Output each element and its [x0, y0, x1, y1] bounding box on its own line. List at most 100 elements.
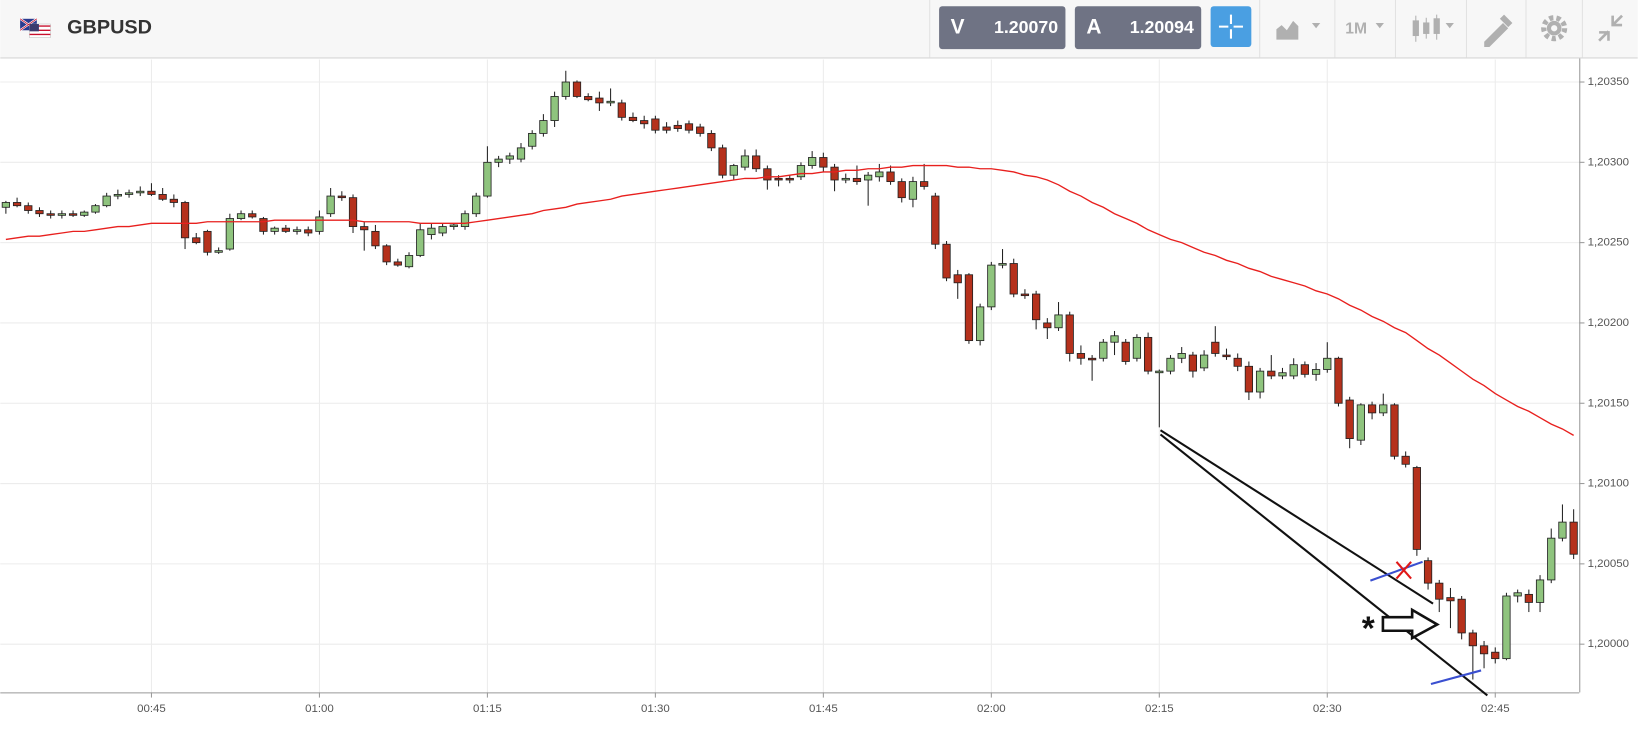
candle-body	[203, 230, 212, 253]
candle-body	[1076, 353, 1086, 359]
candle-body	[1, 202, 10, 208]
candle-body	[752, 155, 761, 170]
candle-body	[920, 181, 929, 187]
candle-body	[404, 255, 414, 268]
candle-body	[326, 195, 335, 215]
y-tick-label: 1,20250	[1588, 237, 1629, 249]
x-tick-label: 01:00	[305, 703, 334, 715]
candle-body	[953, 274, 962, 284]
candle-body	[57, 213, 66, 216]
candle-body	[550, 96, 559, 121]
candle-body	[1244, 365, 1254, 393]
candle-body	[1569, 521, 1578, 555]
candle-body	[572, 81, 582, 97]
y-tick-label: 1,20000	[1588, 638, 1629, 650]
candle-body	[12, 202, 22, 207]
candle-body	[729, 165, 738, 176]
settings-button[interactable]	[1541, 15, 1568, 42]
chart-type-button[interactable]	[1276, 20, 1321, 40]
candle-body	[214, 250, 223, 253]
bid-button[interactable]	[939, 6, 1066, 50]
candle-body	[382, 245, 391, 263]
y-tick-label: 1,20100	[1588, 478, 1629, 490]
candle-body	[1401, 455, 1410, 465]
candle-body	[259, 218, 268, 232]
candle-body	[337, 195, 346, 199]
candle-style-button[interactable]	[1412, 14, 1454, 42]
candle-body	[416, 229, 425, 256]
bid-price: 1.20070	[994, 17, 1058, 37]
candle-body	[281, 227, 290, 232]
candle-body	[1323, 357, 1332, 370]
candle-body	[158, 194, 167, 200]
candle-body	[718, 147, 727, 176]
candle-body	[438, 226, 447, 234]
candle-body	[136, 190, 145, 194]
candle-body	[796, 165, 806, 178]
flag	[19, 17, 51, 38]
candle-body	[852, 177, 862, 183]
timeframe-arrow	[1375, 22, 1384, 29]
candle-body	[1065, 314, 1074, 354]
candle-body	[102, 195, 111, 207]
candle-body	[606, 100, 615, 104]
candle-body	[1300, 364, 1309, 375]
candle-body	[1020, 293, 1030, 297]
candle-body	[427, 227, 436, 236]
candle-body	[248, 213, 257, 218]
candle-body	[1289, 364, 1298, 377]
x-tick-label: 02:45	[1481, 703, 1510, 715]
timeframe[interactable]: 1M	[1345, 20, 1367, 37]
candle-body	[292, 229, 302, 232]
candle-body	[1457, 598, 1466, 634]
y-tick-label: 1,20350	[1588, 76, 1629, 88]
candle-body	[1166, 357, 1175, 372]
candle-body	[707, 132, 716, 149]
candle-body	[1278, 372, 1287, 377]
ask-label: A	[1086, 16, 1101, 39]
candle-body	[91, 205, 100, 213]
candle-body	[931, 195, 940, 245]
candle-body	[651, 118, 660, 131]
candle-body	[505, 155, 514, 160]
x-tick-label: 02:30	[1313, 703, 1342, 715]
candle-body	[35, 210, 44, 215]
candle-body	[124, 192, 134, 195]
candle-body	[1513, 592, 1522, 597]
candle-body	[1255, 370, 1265, 393]
ask-button[interactable]	[1074, 6, 1202, 50]
x-tick-label: 02:15	[1145, 703, 1174, 715]
candle-body	[1423, 560, 1433, 584]
candle-body	[1032, 293, 1041, 321]
candle-body	[662, 126, 671, 131]
candle-body	[875, 171, 884, 178]
candle-body	[516, 147, 526, 160]
candle-body	[192, 237, 201, 244]
y-tick-label: 1,20200	[1588, 317, 1629, 329]
x-tick-label: 00:45	[137, 703, 166, 715]
x-tick-label: 01:15	[473, 703, 502, 715]
y-tick-label: 1,20300	[1588, 156, 1629, 168]
bid-label: V	[951, 16, 965, 39]
draw-button[interactable]	[1484, 14, 1513, 47]
candle-body	[1088, 357, 1097, 361]
candle-body	[830, 166, 839, 181]
candle-body	[617, 102, 626, 118]
collapse-button[interactable]	[1598, 14, 1623, 42]
candle-body	[1367, 404, 1377, 414]
candle-body	[673, 124, 682, 130]
candle-body	[640, 120, 649, 125]
candle-body	[80, 211, 89, 216]
candle-body	[315, 216, 324, 232]
candle-body	[908, 181, 918, 200]
candle-body	[1502, 595, 1511, 660]
candle-body	[628, 116, 638, 121]
crosshair-button[interactable]	[1210, 6, 1252, 47]
candle-body	[539, 120, 548, 134]
toolbar	[0, 0, 1638, 58]
candle-body	[1199, 354, 1209, 369]
candle-body	[472, 195, 481, 215]
candle-body	[1524, 593, 1533, 603]
candle-body	[987, 264, 996, 308]
